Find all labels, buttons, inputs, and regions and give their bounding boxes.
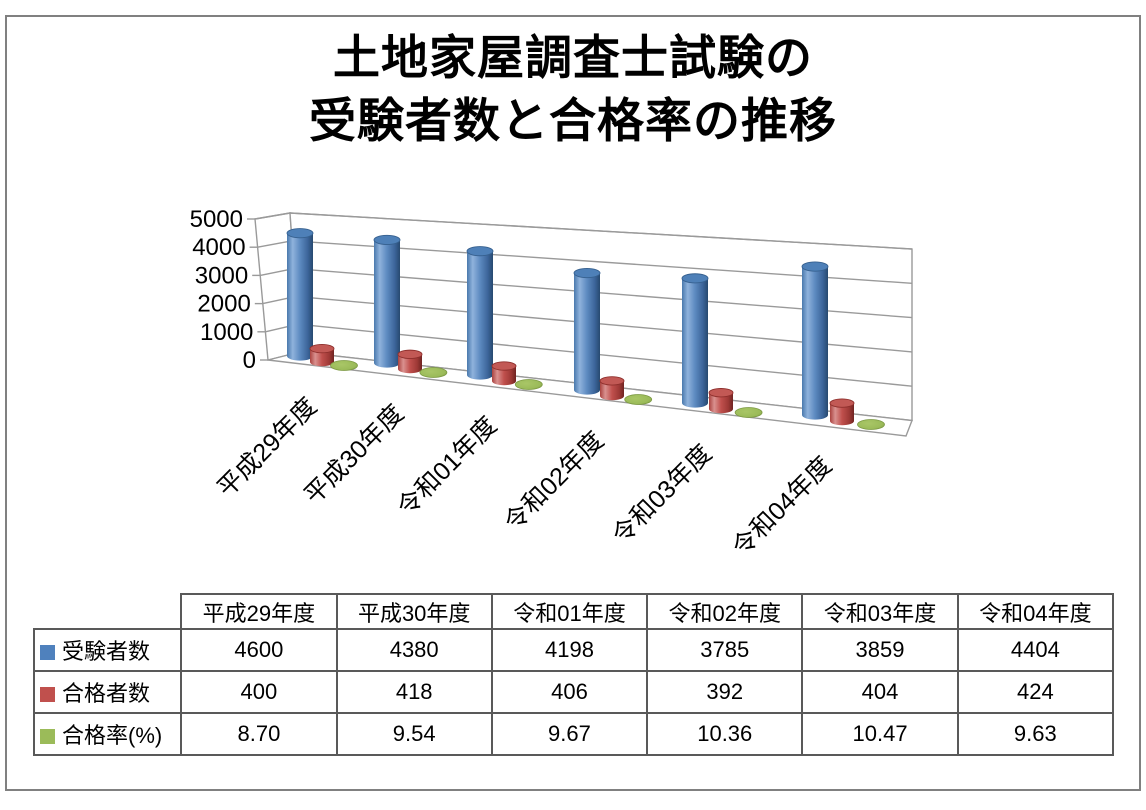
examinees-cylinder-4-top [681, 273, 709, 284]
table-cell: 404 [801, 670, 959, 714]
data-table: 平成29年度 平成30年度 令和01年度 令和02年度 令和03年度 令和04年… [32, 593, 1115, 756]
table-cell: 9.54 [335, 712, 493, 756]
examinees-cylinder-5-top [801, 261, 829, 272]
examinees-cylinder-1-top [373, 234, 401, 245]
examinees-cylinder-3-top [573, 267, 601, 279]
examinees-cylinder-0-body [287, 233, 313, 356]
examinees-cylinder-0-top [286, 228, 314, 239]
examinees-cylinder-2-top [466, 246, 494, 257]
table-header-cell: 平成30年度 [335, 593, 493, 630]
table-cell: 9.63 [956, 712, 1115, 756]
row-label-text: 合格率(%) [62, 723, 163, 748]
row-label-passers: 合格者数 [32, 670, 183, 714]
passers-cylinder-5-body [830, 403, 854, 421]
table-cell: 3785 [646, 628, 804, 672]
row-label-text: 合格者数 [62, 681, 151, 706]
chart-title-line1: 土地家屋調査士試験の [333, 31, 813, 84]
table-cell: 10.47 [801, 712, 959, 756]
table-row-passrate: 合格率(%) 8.70 9.54 9.67 10.36 10.47 9.63 [32, 712, 1115, 756]
passrate-ellipse-2 [514, 379, 543, 390]
y-axis-tick-label: 0 [243, 347, 256, 374]
table-cell: 4198 [490, 628, 649, 672]
passrate-ellipse-5 [857, 419, 885, 430]
legend-swatch-passrate [40, 729, 55, 744]
table-header-cell: 令和03年度 [801, 593, 959, 630]
category-label-5: 令和04年度 [727, 451, 837, 561]
table-row-examinees: 受験者数 4600 4380 4198 3785 3859 4404 [32, 628, 1115, 672]
passrate-ellipse-3 [624, 394, 653, 405]
table-cell: 3859 [801, 628, 959, 672]
passers-cylinder-0-top [309, 343, 335, 354]
examinees-cylinder-2-body [467, 251, 493, 375]
y-axis-tick-label: 3000 [195, 262, 248, 289]
table-cell: 406 [490, 670, 649, 714]
row-label-text: 受験者数 [62, 639, 151, 664]
passrate-ellipse-1 [419, 367, 448, 378]
passrate-ellipse-0 [330, 360, 358, 371]
gridline [289, 212, 913, 250]
examinees-cylinder-3-body [574, 273, 600, 390]
table-cell: 4600 [180, 628, 338, 672]
table-cell: 424 [956, 670, 1115, 714]
table-cell: 418 [335, 670, 493, 714]
row-label-passrate: 合格率(%) [32, 712, 183, 756]
y-axis-tick-label: 2000 [197, 291, 250, 318]
passers-cylinder-3-top [599, 376, 625, 386]
passers-cylinder-4-top [708, 388, 734, 398]
table-cell: 10.36 [646, 712, 804, 756]
chart-title-line2: 受験者数と合格率の推移 [309, 94, 837, 147]
passers-cylinder-2-top [491, 361, 517, 371]
examinees-cylinder-5-body [802, 266, 828, 415]
category-label-3: 令和02年度 [499, 426, 609, 536]
y-axis-tick-label: 5000 [190, 206, 243, 233]
passers-cylinder-1-top [397, 349, 423, 359]
table-cell: 4380 [335, 628, 493, 672]
table-header-cell: 令和01年度 [490, 593, 649, 630]
legend-swatch-passers [40, 687, 55, 702]
category-label-2: 令和01年度 [392, 411, 502, 521]
table-cell: 9.67 [490, 712, 649, 756]
chart-title: 土地家屋調査士試験の 受験者数と合格率の推移 [0, 26, 1146, 152]
table-corner-cell [34, 594, 181, 629]
table-row-passers: 合格者数 400 418 406 392 404 424 [32, 670, 1115, 714]
passrate-ellipse-4 [734, 407, 763, 418]
y-axis-tick-label: 1000 [200, 319, 253, 346]
table-cell: 392 [646, 670, 804, 714]
category-label-4: 令和03年度 [607, 439, 717, 549]
table-header-cell: 平成29年度 [180, 593, 338, 630]
table-cell: 4404 [956, 628, 1115, 672]
passers-cylinder-5-top [829, 398, 855, 408]
table-cell: 8.70 [180, 712, 338, 756]
row-label-examinees: 受験者数 [32, 628, 183, 672]
examinees-cylinder-1-body [374, 239, 400, 363]
table-header-cell: 令和04年度 [956, 593, 1115, 630]
table-cell: 400 [180, 670, 338, 714]
table-header-row: 平成29年度 平成30年度 令和01年度 令和02年度 令和03年度 令和04年… [34, 593, 1115, 630]
series-cylinders [286, 228, 885, 430]
gridline-side [257, 240, 293, 248]
legend-swatch-examinees [40, 645, 55, 660]
table-header-cell: 令和02年度 [646, 593, 804, 630]
examinees-cylinder-4-body [682, 278, 708, 403]
y-axis-tick-label: 4000 [192, 234, 245, 261]
gridline-side [254, 212, 291, 220]
